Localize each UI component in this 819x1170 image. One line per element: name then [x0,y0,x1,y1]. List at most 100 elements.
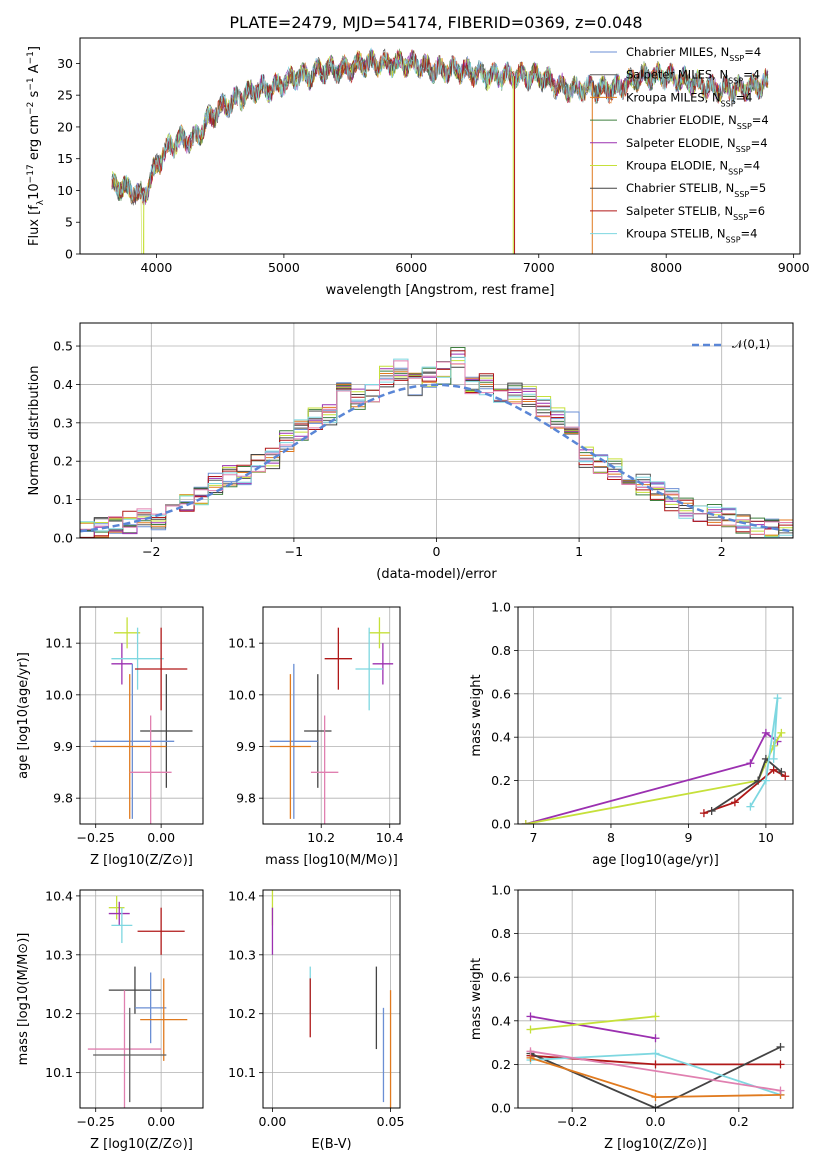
x-tick-label: −1 [285,544,303,559]
y-tick-label: 0.5 [53,339,73,354]
legend-label: Kroupa ELODIE, NSSP=4 [626,159,760,177]
y-tick-label: 5 [65,215,73,230]
y-tick-label: 10.3 [228,947,256,962]
y-tick-label: 0.4 [491,730,511,745]
x-tick-label: 7000 [523,260,555,275]
histogram-step-9 [80,360,793,535]
y-tick-label: 0.8 [491,926,511,941]
chart-massweight-vs-age: 7 8 9 10 0.0 0.2 0.4 0.6 0.8 1.0 age [log10(age/yr… [469,600,794,868]
weight-line-4 [749,697,779,808]
legend-label: Chabrier STELIB, NSSP=5 [626,181,766,199]
x-axis-label: mass [log10(M/M⊙)] [265,853,398,868]
plot-frame [262,606,401,825]
chart-spectrum: 4000 5000 6000 7000 8000 9000 0 5 10 15 20 25 30 Chab… [26,37,810,298]
weight-line-1 [530,1015,656,1031]
x-tick-label: 0.05 [377,1114,405,1129]
x-axis-label: wavelength [Angstrom, rest frame] [326,283,555,298]
y-tick-label: 0.4 [491,1013,511,1028]
plot-frame [262,889,401,1109]
y-tick-label: 10.3 [45,947,73,962]
x-tick-label: 8000 [650,260,682,275]
x-tick-label: 8 [607,830,615,845]
plot-area [80,347,793,538]
y-axis-label: age [log10(age/yr)] [16,652,31,779]
x-axis-label: Z [log10(Z/Z⊙)] [604,1137,707,1152]
spectrum-line-7 [111,49,769,203]
plot-frame [79,322,794,539]
x-tick-label: −0.25 [77,1114,115,1129]
x-tick-label: 0.2 [729,1114,749,1129]
y-axis-label: mass weight [469,958,484,1040]
y-tick-label: 0.8 [491,643,511,658]
plot-area [111,47,769,254]
y-tick-label: 10 [57,183,73,198]
x-tick-label: 2 [718,544,726,559]
x-tick-label: 9 [684,830,692,845]
y-tick-label: 0.0 [491,817,511,832]
legend-label: Salpeter STELIB, NSSP=6 [626,204,765,222]
plot-frame [517,606,794,825]
x-tick-label: 10 [758,830,774,845]
x-tick-label: 0.00 [147,1114,175,1129]
y-tick-label: 0.6 [491,686,511,701]
y-tick-label: 9.9 [53,739,73,754]
x-tick-label: 0.00 [259,1114,287,1129]
x-tick-label: 0.00 [147,830,175,845]
y-tick-label: 10.4 [228,888,256,903]
chart-age-vs-z: −0.25 0.00 9.8 9.9 10.0 10.1 Z [log10(Z/Z⊙)] ag… [16,606,204,868]
plot-frame [517,889,794,1109]
panels: 4000 5000 6000 7000 8000 9000051015202530Chab… [16,37,810,1152]
x-tick-label: 1 [575,544,583,559]
chart-mass-vs-ebv: 0.00 0.05 10.1 10.2 10.3 10.4 E(B-V) [228,888,404,1152]
spectrum-line-8 [111,47,769,202]
x-tick-label: 6000 [395,260,427,275]
x-axis-label: Z [log10(Z/Z⊙)] [90,1137,193,1152]
plot-frame [79,889,204,1109]
legend-label: Salpeter MILES, NSSP=4 [626,68,760,86]
weight-line-3 [711,757,782,812]
plot-area [90,617,193,824]
x-tick-label: 0.0 [646,1114,666,1129]
chart-residual-histogram: −2 −1 0 1 2 0.0 0.1 0.2 0.3 0.4 0.5 𝒩(0,1) (data-mod… [27,322,794,582]
x-tick-label: 0 [433,544,441,559]
plot-frame [79,606,204,825]
y-tick-label: 10.1 [45,636,73,651]
y-tick-label: 25 [57,88,73,103]
weight-line-0 [525,731,779,824]
y-tick-label: 0.3 [53,415,73,430]
legend-label: Chabrier MILES, NSSP=4 [626,45,761,63]
y-tick-label: 10.1 [228,1065,256,1080]
y-tick-label: 0.2 [53,454,73,469]
plot-frame [79,37,801,255]
y-tick-label: 10.0 [228,687,256,702]
y-tick-label: 1.0 [491,600,511,615]
plot-area [87,895,188,1108]
y-tick-label: 0 [65,247,73,262]
legend-label: Chabrier ELODIE, NSSP=4 [626,113,769,131]
chart-massweight-vs-z: −0.2 0.0 0.2 0.0 0.2 0.4 0.6 0.8 1.0 Z [log10(Z/Z… [469,883,794,1152]
y-tick-label: 30 [57,56,73,71]
x-axis-label: E(B-V) [311,1137,351,1152]
y-axis-label: Flux [fλ10−17 erg cm−2 s−1 A−1] [26,46,46,246]
legend-label: 𝒩(0,1) [732,337,770,351]
y-tick-label: 0.0 [53,531,73,546]
x-axis-label: age [log10(age/yr)] [592,853,719,868]
y-tick-label: 9.8 [236,791,256,806]
y-tick-label: 9.9 [236,739,256,754]
figure-title: PLATE=2479, MJD=54174, FIBERID=0369, z=0… [229,13,642,32]
x-tick-label: −0.2 [557,1114,587,1129]
weight-line-6 [530,1050,781,1092]
legend-label: Kroupa STELIB, NSSP=4 [626,227,757,245]
y-tick-label: 0.6 [491,970,511,985]
y-tick-label: 20 [57,119,73,134]
y-tick-label: 15 [57,151,73,166]
y-tick-label: 0.1 [53,492,73,507]
x-tick-label: 10.4 [376,830,404,845]
plot-area [271,890,392,1108]
plot-area [269,617,394,824]
legend-label: Salpeter ELODIE, NSSP=4 [626,136,768,154]
y-tick-label: 10.2 [228,1006,256,1021]
y-tick-label: 0.0 [491,1101,511,1116]
plot-area [526,1012,785,1108]
